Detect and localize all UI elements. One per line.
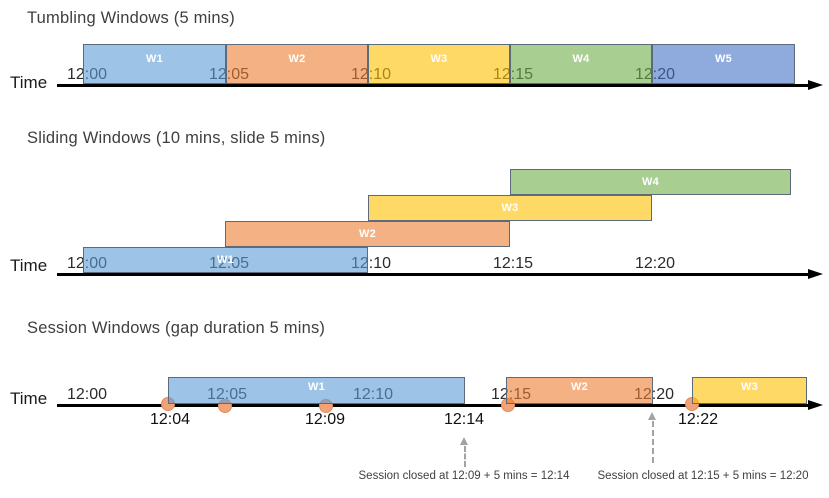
sliding-window-bar-w3: W3 bbox=[368, 195, 652, 221]
session-time-axis-label: Time bbox=[10, 389, 48, 408]
tumbling-window-bar-w3: W3 bbox=[368, 44, 510, 84]
tumbling-window-bar-w4: W4 bbox=[510, 44, 652, 84]
event-time-1204: 12:04 bbox=[149, 411, 191, 428]
event-time-1209: 12:09 bbox=[304, 411, 346, 428]
session-axis-arrow-icon bbox=[808, 400, 823, 410]
sliding-tick-1215: 12:15 bbox=[492, 255, 534, 272]
session-window-bar-w2: W2 bbox=[506, 377, 653, 404]
tumbling-window-bar-w1: W1 bbox=[83, 44, 226, 84]
sliding-axis-arrow-icon bbox=[808, 269, 823, 279]
tumbling-axis-arrow-icon bbox=[808, 80, 823, 90]
annotation-arrow-line-2 bbox=[652, 421, 654, 463]
tumbling-time-axis bbox=[57, 84, 810, 87]
tumbling-section-title: Tumbling Windows (5 mins) bbox=[27, 9, 235, 27]
sliding-window-label-w1: W1 bbox=[216, 254, 235, 266]
session-window-bar-w3: W3 bbox=[692, 377, 807, 404]
event-time-1214: 12:14 bbox=[443, 411, 485, 428]
tumbling-window-label-w3: W3 bbox=[430, 53, 448, 65]
annotation-arrow-line-1 bbox=[464, 446, 466, 467]
session-tick-1200: 12:00 bbox=[66, 386, 108, 403]
sliding-window-bar-w4: W4 bbox=[510, 169, 791, 195]
session-time-axis bbox=[57, 404, 810, 407]
tumbling-time-axis-label: Time bbox=[10, 73, 48, 92]
sliding-tick-1220: 12:20 bbox=[634, 255, 676, 272]
sliding-window-label-w2: W2 bbox=[358, 228, 377, 240]
sliding-time-axis-label: Time bbox=[10, 256, 48, 275]
tumbling-window-bar-w2: W2 bbox=[226, 44, 368, 84]
sliding-section-title: Sliding Windows (10 mins, slide 5 mins) bbox=[27, 129, 326, 147]
annotation-arrow-up-icon-1 bbox=[460, 437, 468, 445]
tumbling-window-label-w2: W2 bbox=[288, 53, 306, 65]
session-section-title: Session Windows (gap duration 5 mins) bbox=[27, 319, 326, 337]
tumbling-window-bar-w5: W5 bbox=[652, 44, 795, 84]
sliding-window-bar-w2: W2 bbox=[225, 221, 510, 247]
tumbling-window-label-w1: W1 bbox=[145, 53, 164, 65]
session-annotation-1: Session closed at 12:09 + 5 mins = 12:14 bbox=[358, 470, 570, 482]
sliding-time-axis bbox=[57, 273, 810, 276]
session-window-label-w1: W1 bbox=[307, 381, 326, 393]
event-time-1222: 12:22 bbox=[677, 411, 719, 428]
session-window-label-w2: W2 bbox=[570, 381, 589, 393]
tumbling-window-label-w4: W4 bbox=[572, 53, 590, 65]
annotation-arrow-up-icon-2 bbox=[648, 412, 656, 420]
sliding-window-label-w3: W3 bbox=[501, 202, 519, 214]
session-annotation-2: Session closed at 12:15 + 5 mins = 12:20 bbox=[597, 470, 809, 482]
sliding-window-label-w4: W4 bbox=[641, 176, 660, 188]
tumbling-window-label-w5: W5 bbox=[714, 53, 733, 65]
session-window-label-w3: W3 bbox=[740, 381, 759, 393]
sliding-window-bar-w1: W1 bbox=[83, 247, 368, 273]
session-window-bar-w1: W1 bbox=[168, 377, 465, 404]
